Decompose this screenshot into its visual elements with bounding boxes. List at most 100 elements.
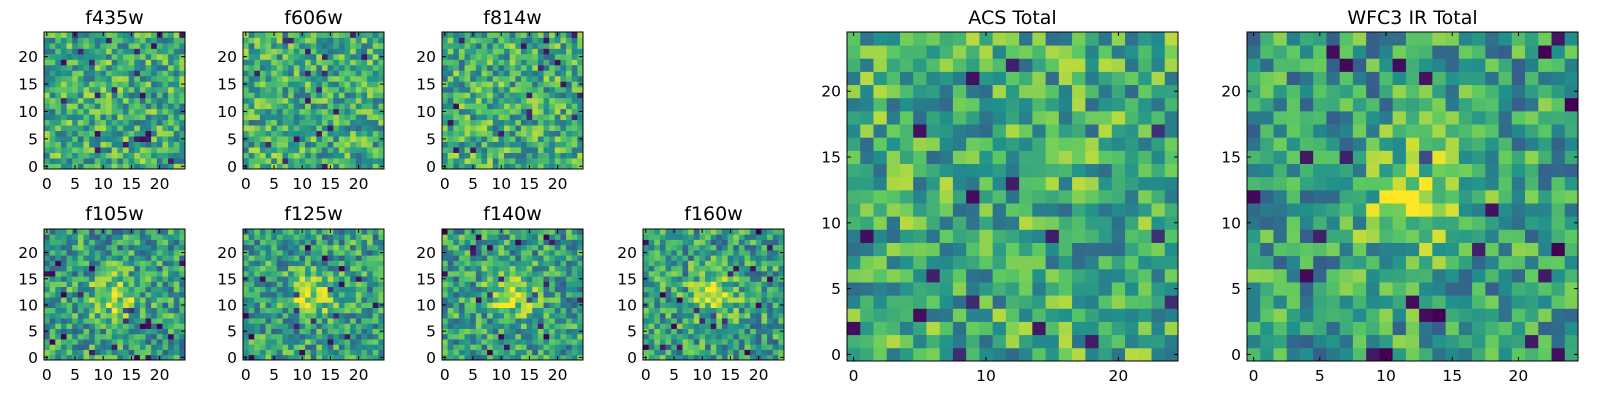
heatmap-cell	[55, 114, 62, 121]
heatmap-cell	[549, 328, 556, 335]
heatmap-cell	[1138, 308, 1152, 322]
heatmap-cell	[671, 312, 678, 319]
heatmap-cell	[243, 75, 250, 82]
heatmap-cell	[372, 53, 379, 60]
heatmap-cell	[254, 307, 261, 314]
heatmap-cell	[671, 328, 678, 335]
heatmap-cell	[699, 318, 706, 324]
heatmap-cell	[173, 286, 180, 293]
y-tick-label: 0	[28, 349, 38, 367]
heatmap-cell	[1005, 295, 1020, 309]
heatmap-cell	[179, 42, 186, 49]
heatmap-cell	[492, 108, 499, 115]
heatmap-cell	[515, 281, 522, 288]
heatmap-cell	[537, 323, 544, 329]
heatmap-cell	[128, 234, 135, 240]
y-tick-label: 5	[227, 323, 237, 341]
heatmap-cell	[526, 125, 533, 132]
heatmap-cell	[60, 130, 67, 137]
heatmap-cell	[705, 234, 712, 240]
heatmap-cell	[254, 163, 261, 170]
heatmap-cell	[688, 333, 695, 340]
heatmap-cell	[139, 255, 146, 261]
heatmap-cell	[475, 249, 482, 256]
x-tick-label: 15	[122, 366, 142, 384]
heatmap-cell	[66, 255, 73, 261]
heatmap-cell	[60, 32, 67, 38]
heatmap-cell	[543, 42, 550, 49]
heatmap-cell	[162, 318, 169, 324]
heatmap-cell	[554, 333, 561, 340]
heatmap-cell	[66, 297, 73, 303]
heatmap-cell	[1058, 163, 1073, 178]
heatmap-cell	[355, 328, 362, 335]
heatmap-cell	[733, 276, 740, 282]
heatmap-cell	[520, 265, 527, 272]
heatmap-cell	[173, 229, 180, 235]
heatmap-cell	[755, 307, 762, 314]
heatmap-cell	[128, 152, 135, 159]
y-tick-label: 10	[416, 103, 436, 121]
heatmap-cell	[55, 158, 62, 164]
heatmap-cell	[750, 270, 757, 277]
heatmap-cell	[111, 125, 118, 132]
heatmap-cell	[60, 114, 67, 121]
heatmap-cell	[139, 234, 146, 240]
heatmap-cell	[710, 328, 717, 335]
heatmap-cell	[355, 108, 362, 115]
heatmap-cell	[767, 323, 774, 329]
heatmap-cell	[139, 130, 146, 137]
heatmap-cell	[333, 86, 340, 93]
heatmap-cell	[464, 81, 471, 88]
heatmap-cell	[100, 158, 107, 164]
heatmap-cell	[156, 42, 163, 49]
heatmap-cell	[299, 286, 306, 293]
heatmap-cell	[665, 323, 672, 329]
heatmap-cell	[509, 81, 516, 88]
heatmap-cell	[168, 108, 175, 115]
heatmap-cell	[560, 64, 567, 71]
heatmap-cell	[271, 260, 278, 267]
heatmap-cell	[1164, 308, 1179, 322]
heatmap-cell	[487, 354, 494, 361]
heatmap-cell	[355, 37, 362, 44]
heatmap-cell	[543, 344, 550, 350]
heatmap-cell	[316, 239, 323, 246]
heatmap-cell	[276, 318, 283, 324]
heatmap-cell	[560, 307, 567, 314]
heatmap-cell	[179, 229, 186, 235]
heatmap-cell	[537, 158, 544, 164]
heatmap-cell	[1019, 176, 1033, 191]
heatmap-cell	[106, 136, 113, 142]
heatmap-cell	[847, 334, 861, 349]
heatmap-cell	[498, 249, 505, 256]
heatmap-cell	[492, 255, 499, 261]
heatmap-cell	[134, 59, 141, 66]
heatmap-cell	[361, 48, 368, 55]
heatmap-cell	[310, 114, 317, 121]
heatmap-cell	[254, 158, 261, 164]
heatmap-cell	[145, 97, 152, 104]
heatmap-cell	[168, 125, 175, 132]
heatmap-cell	[549, 307, 556, 314]
heatmap-cell	[537, 229, 544, 235]
heatmap-cell	[117, 37, 124, 44]
heatmap-cell	[498, 130, 505, 137]
heatmap-cell	[913, 255, 927, 270]
heatmap-cell	[265, 229, 272, 235]
heatmap-cell	[299, 64, 306, 71]
heatmap-cell	[716, 229, 723, 235]
heatmap-cell	[873, 189, 888, 204]
heatmap-cell	[271, 64, 278, 71]
heatmap-cell	[94, 281, 101, 288]
heatmap-cell	[66, 86, 73, 93]
heatmap-cell	[117, 333, 124, 340]
heatmap-cell	[643, 265, 650, 272]
heatmap-cell	[367, 312, 374, 319]
heatmap-cell	[767, 265, 774, 272]
heatmap-cell	[338, 239, 345, 246]
heatmap-cell	[94, 302, 101, 308]
heatmap-cell	[515, 158, 522, 164]
heatmap-cell	[72, 59, 79, 66]
heatmap-cell	[254, 286, 261, 293]
